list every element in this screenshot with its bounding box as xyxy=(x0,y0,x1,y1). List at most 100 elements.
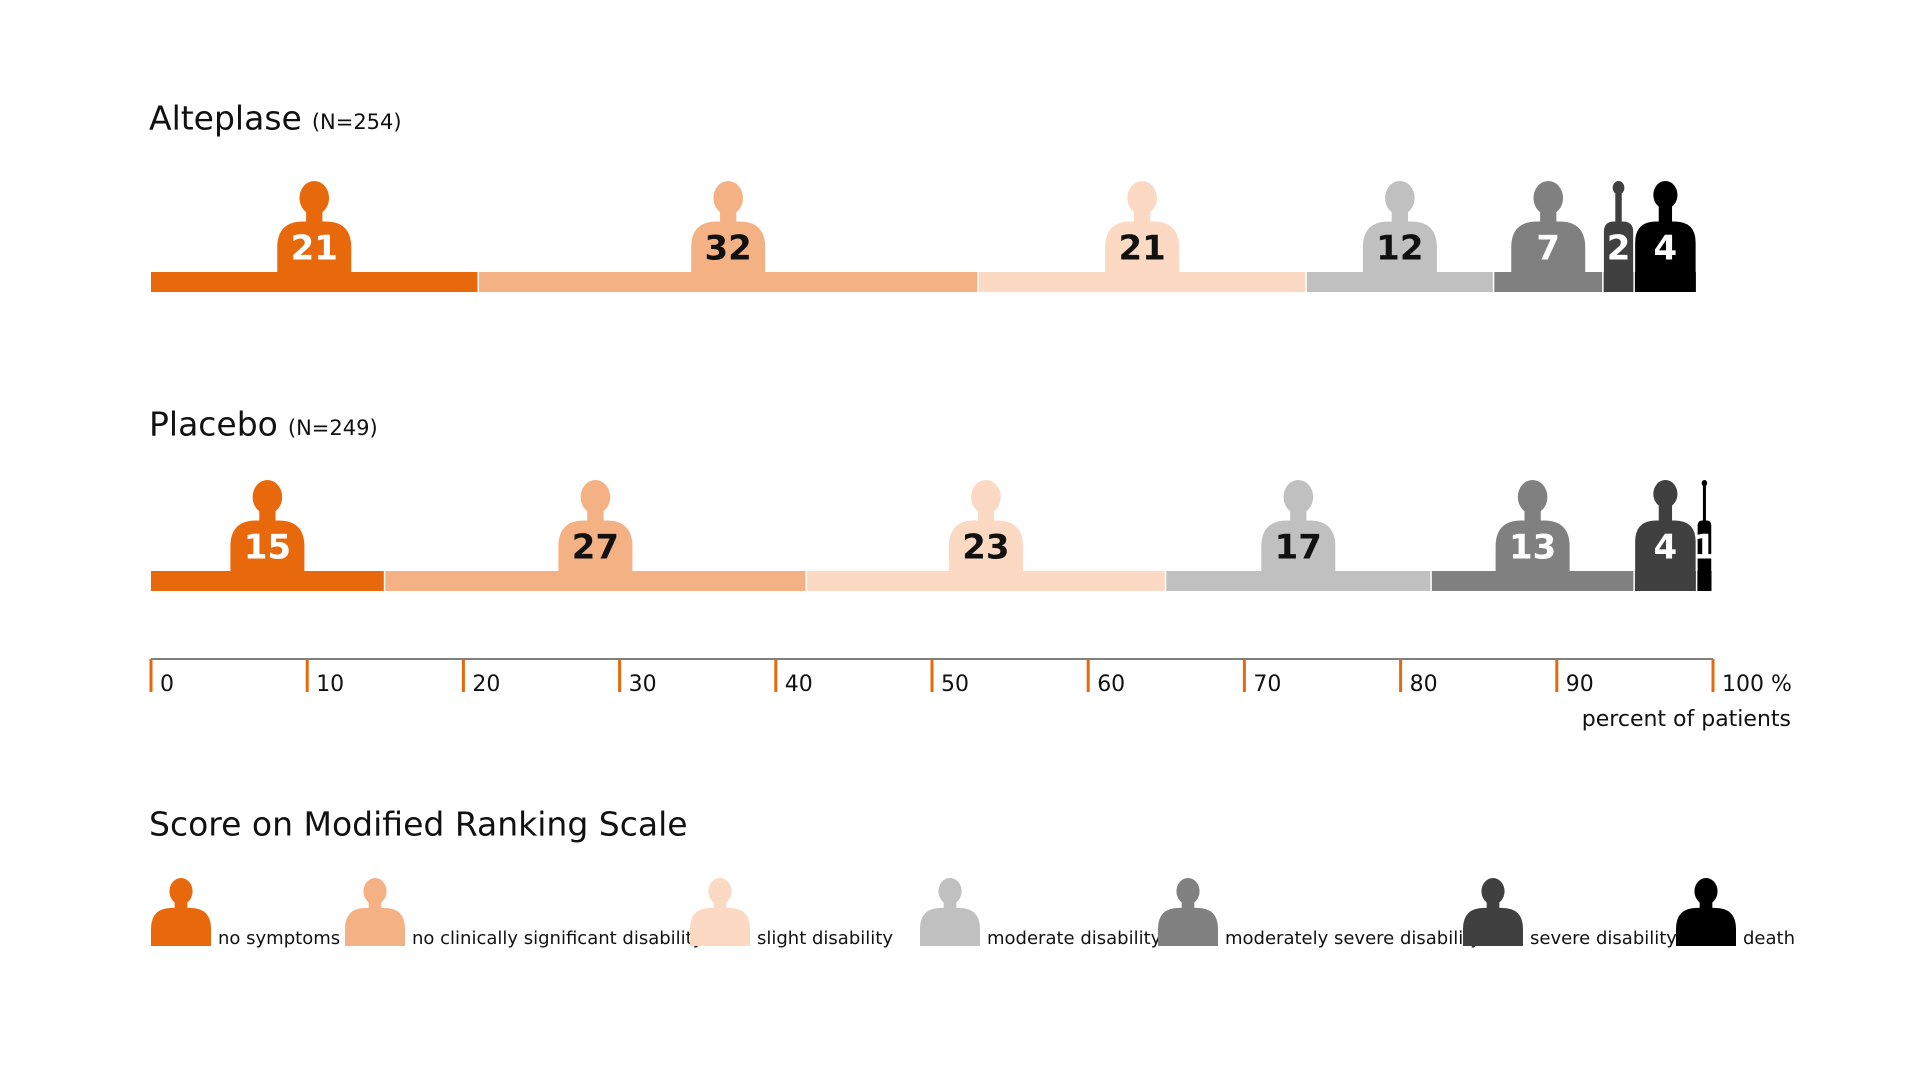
person-head xyxy=(1385,181,1415,216)
person-body xyxy=(1261,520,1336,572)
row-title: Alteplase xyxy=(149,99,302,138)
person-neck xyxy=(1615,191,1622,223)
x-tick-label: 0 xyxy=(160,672,174,697)
person-neck xyxy=(368,898,382,911)
person-body xyxy=(1635,520,1696,572)
person-icon xyxy=(1635,480,1696,572)
x-tick-label: 50 xyxy=(941,672,969,697)
person-head xyxy=(1694,878,1718,905)
person-body xyxy=(1603,221,1634,273)
person-neck xyxy=(1658,501,1673,523)
person-body xyxy=(690,907,750,946)
person-icon xyxy=(1463,878,1523,946)
value-label: 17 xyxy=(1275,528,1322,568)
x-tick-label: 100 % xyxy=(1722,672,1792,697)
person-body xyxy=(948,520,1023,572)
person-head xyxy=(1517,480,1548,515)
person-icon xyxy=(1676,878,1736,946)
person-neck xyxy=(259,506,276,524)
person-icon xyxy=(277,181,352,273)
person-neck xyxy=(306,207,323,225)
bar-segment xyxy=(1603,272,1634,292)
person-head xyxy=(1533,181,1564,216)
bar-segment xyxy=(1306,272,1493,292)
value-label: 21 xyxy=(291,229,338,269)
person-icon xyxy=(920,878,980,946)
person-head xyxy=(169,878,193,905)
legend-label: severe disability xyxy=(1530,928,1677,949)
person-head xyxy=(363,878,387,905)
bar-segment xyxy=(1634,571,1696,591)
bar-segment xyxy=(807,571,1165,591)
person-body xyxy=(277,221,352,273)
person-head xyxy=(1127,181,1157,216)
legend-title: Score on Modified Ranking Scale xyxy=(149,805,688,844)
person-body xyxy=(230,520,305,572)
person-neck xyxy=(1391,207,1408,225)
legend-label: slight disability xyxy=(757,928,893,949)
x-tick-label: 20 xyxy=(472,672,500,697)
person-neck xyxy=(1658,202,1673,224)
value-label: 7 xyxy=(1536,229,1560,269)
value-label: 12 xyxy=(1376,229,1423,269)
legend-label: moderate disability xyxy=(987,928,1162,949)
value-label: 32 xyxy=(705,229,752,269)
person-body xyxy=(1697,520,1712,572)
person-head xyxy=(252,480,283,515)
bar-segment xyxy=(479,272,978,292)
row-note: (N=249) xyxy=(288,416,378,440)
person-icon xyxy=(948,480,1023,572)
person-neck xyxy=(1181,898,1195,911)
person-icon xyxy=(1105,181,1180,273)
bar-segment xyxy=(1431,571,1634,591)
person-icon xyxy=(690,878,750,946)
bar-segment xyxy=(1697,571,1712,591)
person-head xyxy=(1701,480,1708,487)
person-neck xyxy=(713,898,727,911)
person-body xyxy=(1511,221,1586,273)
person-icon xyxy=(691,181,766,273)
person-head xyxy=(1283,480,1314,515)
person-body xyxy=(1158,907,1218,946)
legend-label: moderately severe disability xyxy=(1225,928,1481,949)
legend-label: no clinically significant disability xyxy=(412,928,704,949)
person-icon xyxy=(1511,181,1586,273)
person-head xyxy=(1653,480,1678,508)
person-neck xyxy=(943,898,957,911)
x-tick-label: 40 xyxy=(785,672,813,697)
x-tick-label: 80 xyxy=(1410,672,1438,697)
bar-segment xyxy=(1634,272,1696,292)
bar-segment xyxy=(385,571,806,591)
person-head xyxy=(1176,878,1200,905)
person-body xyxy=(558,520,633,572)
person-body xyxy=(1635,221,1696,273)
x-axis-label: percent of patients xyxy=(1582,707,1791,732)
person-neck xyxy=(1699,898,1713,911)
person-head xyxy=(1612,181,1625,195)
person-icon xyxy=(1635,181,1696,273)
person-neck xyxy=(1133,207,1151,225)
person-head xyxy=(1653,181,1678,209)
person-icon xyxy=(1362,181,1437,273)
person-body xyxy=(151,907,211,946)
bar-segment xyxy=(151,272,478,292)
person-neck xyxy=(1702,484,1706,522)
person-body xyxy=(1362,221,1437,273)
person-icon xyxy=(151,878,211,946)
legend-label: death xyxy=(1743,928,1795,949)
person-icon xyxy=(1158,878,1218,946)
person-neck xyxy=(1290,506,1307,524)
person-icon xyxy=(230,480,305,572)
person-body xyxy=(1463,907,1523,946)
person-body xyxy=(691,221,766,273)
x-tick-label: 30 xyxy=(629,672,657,697)
person-head xyxy=(708,878,732,905)
person-icon xyxy=(1603,181,1634,273)
person-neck xyxy=(720,207,737,225)
row-note: (N=254) xyxy=(312,110,402,134)
person-neck xyxy=(587,506,604,524)
person-body xyxy=(920,907,980,946)
x-tick-label: 70 xyxy=(1253,672,1281,697)
person-neck xyxy=(1524,506,1541,524)
